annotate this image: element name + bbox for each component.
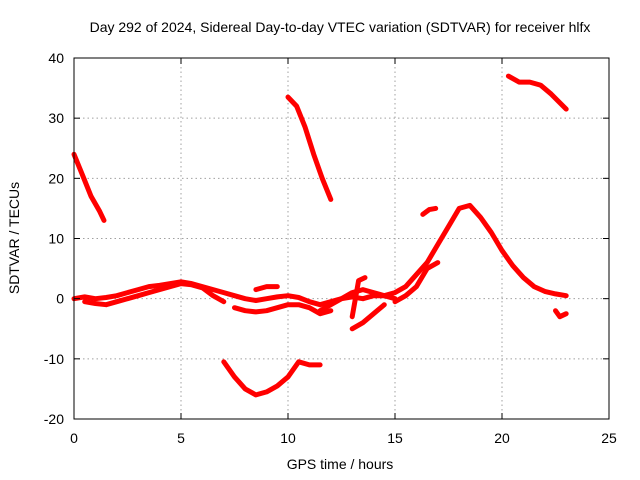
series-trace-s3 bbox=[82, 281, 227, 308]
x-tick-label: 15 bbox=[387, 430, 403, 446]
series-trace-s9 bbox=[392, 260, 441, 305]
series-trace-s10 bbox=[420, 205, 439, 217]
series-trace-s4 bbox=[232, 302, 334, 317]
x-tick-label: 20 bbox=[494, 430, 510, 446]
y-tick-label: 0 bbox=[56, 291, 64, 307]
series-trace-s7 bbox=[349, 275, 368, 320]
series-trace-s5 bbox=[253, 284, 280, 293]
series-trace-s12 bbox=[285, 94, 334, 202]
grid-lines bbox=[74, 58, 609, 419]
x-tick-label: 5 bbox=[177, 430, 185, 446]
series-trace-s1 bbox=[71, 151, 107, 223]
y-axis-label: SDTVAR / TECUs bbox=[6, 182, 22, 294]
y-tick-label: 10 bbox=[48, 231, 64, 247]
x-axis-label: GPS time / hours bbox=[287, 456, 394, 472]
x-tick-label: 10 bbox=[280, 430, 296, 446]
series-trace-s13 bbox=[221, 359, 323, 398]
series-trace-s8 bbox=[349, 302, 387, 332]
chart-title: Day 292 of 2024, Sidereal Day-to-day VTE… bbox=[90, 19, 591, 35]
y-tick-label: 40 bbox=[48, 50, 64, 66]
x-tick-label: 25 bbox=[601, 430, 617, 446]
y-tick-label: -10 bbox=[44, 351, 64, 367]
y-tick-label: 30 bbox=[48, 110, 64, 126]
data-series bbox=[71, 73, 569, 398]
axis-ticks: 0 5 10 15 20 25 -20 -10 0 10 20 30 40 bbox=[44, 50, 617, 446]
y-tick-label: -20 bbox=[44, 411, 64, 427]
series-trace-s14 bbox=[505, 73, 569, 112]
series-trace-s2 bbox=[71, 202, 569, 308]
series-trace-s11 bbox=[553, 308, 569, 320]
y-tick-label: 20 bbox=[48, 170, 64, 186]
x-tick-label: 0 bbox=[70, 430, 78, 446]
